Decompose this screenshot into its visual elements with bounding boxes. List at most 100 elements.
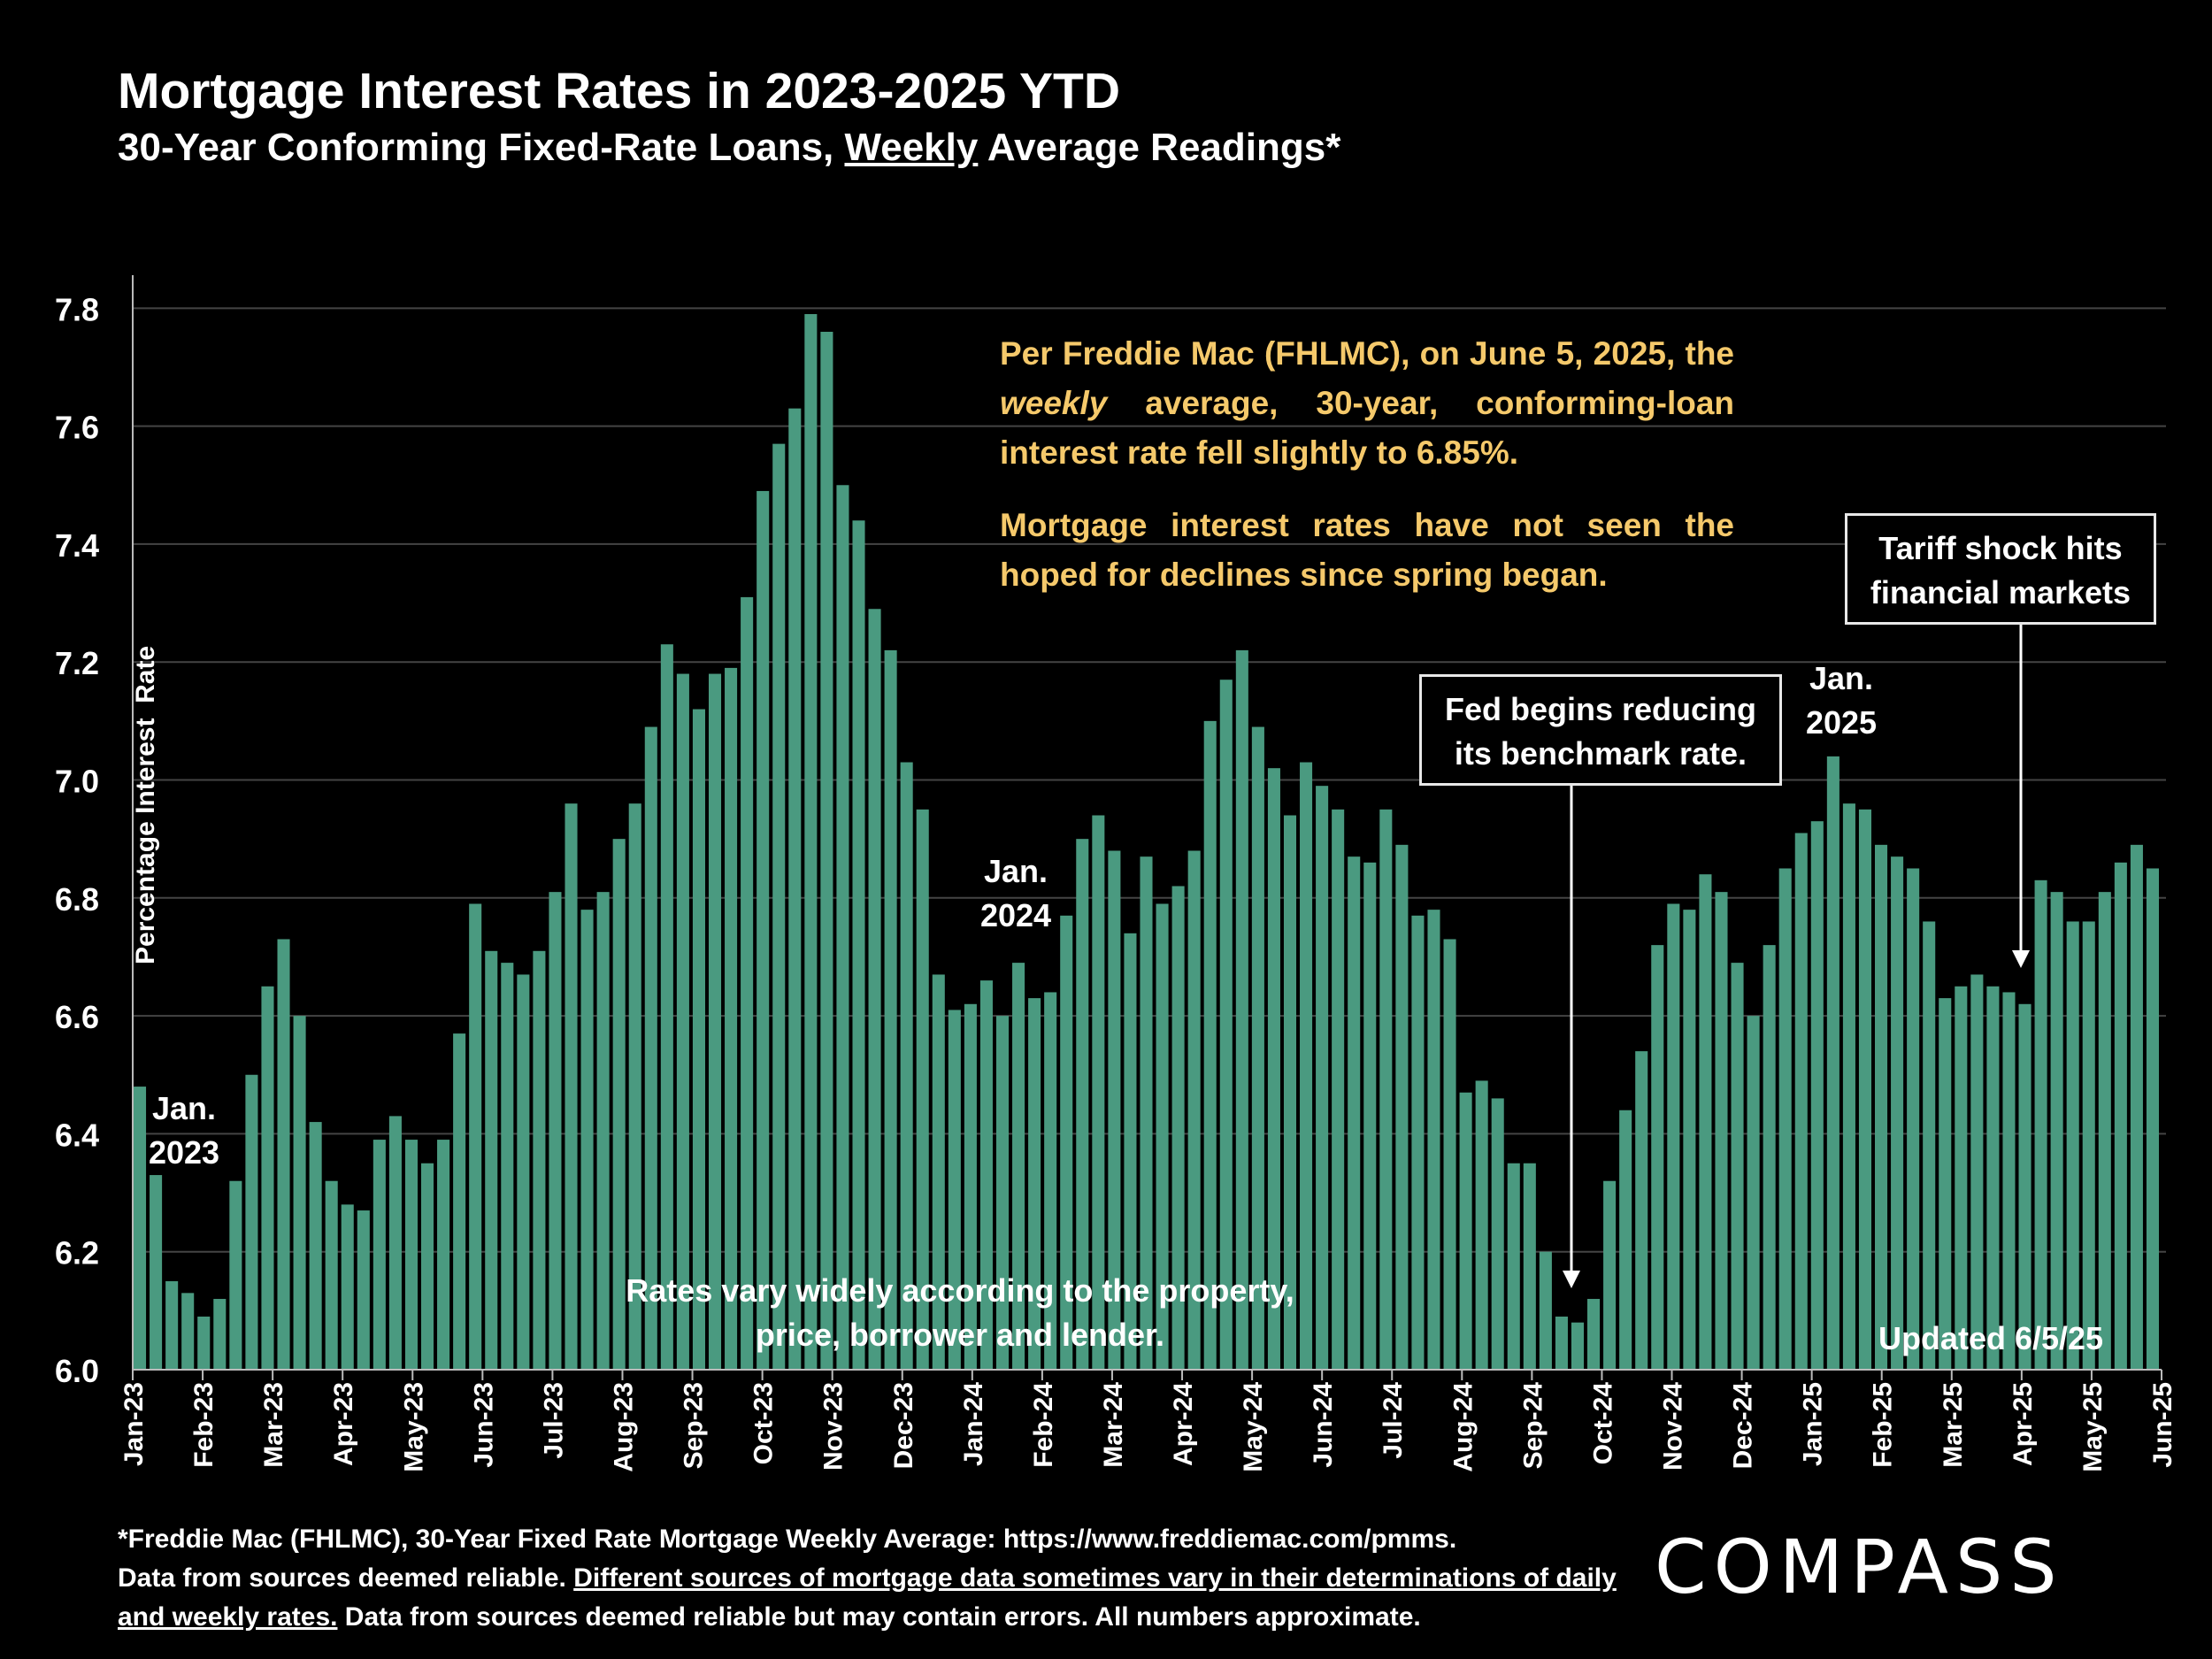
bar: [725, 667, 738, 1370]
bar: [134, 1087, 147, 1370]
footer-text-a: Data from sources deemed reliable.: [118, 1563, 574, 1593]
note-paragraph-1: Per Freddie Mac (FHLMC), on June 5, 2025…: [1000, 329, 1734, 478]
footer-text-b: Data from sources deemed reliable but ma…: [337, 1602, 1421, 1632]
bar: [852, 520, 865, 1370]
y-tick-label: 6.4: [55, 1117, 99, 1153]
bar: [1076, 839, 1089, 1370]
bar: [1507, 1163, 1520, 1370]
x-tick-label: Jun-23: [469, 1382, 498, 1468]
bar: [181, 1293, 195, 1370]
fed-arrow-head: [1563, 1271, 1580, 1288]
page-title: Mortgage Interest Rates in 2023-2025 YTD: [118, 63, 1121, 119]
bar: [788, 408, 802, 1371]
bar: [1539, 1251, 1552, 1370]
bar: [1986, 986, 2000, 1370]
bar: [1858, 809, 1872, 1370]
bar: [820, 331, 833, 1371]
y-tick-label: 7.2: [55, 645, 99, 681]
bar: [2002, 992, 2016, 1370]
bar: [1283, 815, 1297, 1370]
bar: [1411, 915, 1425, 1370]
freddie-mac-note: Per Freddie Mac (FHLMC), on June 5, 2025…: [1000, 329, 1734, 623]
x-tick-label: May-24: [1239, 1382, 1268, 1472]
bar: [804, 313, 818, 1370]
x-tick-labels: Jan-23 Feb-23 Mar-23 Apr-23 May-23 Jun-23 Jul-…: [119, 1370, 2177, 1472]
bar: [1459, 1092, 1472, 1370]
x-tick-label: Dec-23: [889, 1382, 918, 1469]
bar: [644, 726, 657, 1370]
x-tick-label: Mar-24: [1099, 1382, 1128, 1468]
bar: [757, 490, 770, 1370]
bar: [660, 644, 673, 1370]
bar: [1651, 945, 1664, 1370]
bar: [1379, 809, 1393, 1370]
bar: [388, 1116, 402, 1370]
bar: [1619, 1110, 1632, 1370]
bar: [628, 803, 641, 1370]
bar: [1794, 833, 1808, 1370]
year-label-2023: Jan. 2023: [148, 1090, 220, 1171]
bar: [1810, 821, 1824, 1370]
bar: [2034, 879, 2047, 1370]
x-tick-label: Oct-24: [1588, 1382, 1617, 1465]
bar: [229, 1180, 242, 1370]
page-subtitle: 30-Year Conforming Fixed-Rate Loans, Wee…: [118, 126, 1340, 170]
x-tick-label: Sep-23: [680, 1382, 709, 1469]
bar: [533, 950, 546, 1370]
footer-line-1: *Freddie Mac (FHLMC), 30-Year Fixed Rate…: [118, 1525, 1457, 1554]
year-label-2025: Jan. 2025: [1805, 660, 1878, 741]
x-tick-label: Apr-25: [2008, 1382, 2038, 1466]
subtitle-post: Average Readings*: [978, 126, 1341, 169]
bar: [1715, 892, 1728, 1370]
bar: [2130, 844, 2143, 1370]
bar: [1667, 903, 1680, 1370]
bar: [1156, 903, 1169, 1370]
bar: [1219, 680, 1233, 1370]
rate-bar-chart: 6.0 6.2 6.4 6.6 6.8 7.0 7.2 7.4 7.6 7.8 Jan-23 Feb…: [55, 275, 2177, 1472]
bar: [1060, 915, 1073, 1370]
note-paragraph-2: Mortgage interest rates have not seen th…: [1000, 507, 1734, 593]
y-tick-labels: 6.0 6.2 6.4 6.6 6.8 7.0 7.2 7.4 7.6 7.8: [55, 291, 99, 1389]
bar: [453, 1033, 466, 1370]
bar: [1332, 809, 1345, 1370]
bar: [1875, 844, 1888, 1370]
x-tick-label: Jul-23: [539, 1382, 568, 1459]
x-tick-label: Dec-24: [1729, 1382, 1758, 1470]
bar: [165, 1281, 179, 1370]
bar: [1012, 963, 1025, 1370]
bar: [1475, 1080, 1488, 1370]
bar: [979, 980, 993, 1370]
bar: [150, 1175, 163, 1370]
bar: [517, 974, 530, 1370]
bar: [596, 892, 610, 1370]
bar: [309, 1122, 322, 1370]
x-tick-label: Nov-24: [1659, 1382, 1688, 1471]
x-tick-label: Jun-24: [1309, 1382, 1338, 1468]
bar: [325, 1180, 338, 1370]
bar: [549, 892, 562, 1370]
bar: [213, 1299, 227, 1370]
callout-arrows: [1563, 625, 2030, 1288]
bar: [261, 986, 274, 1370]
bar: [1939, 998, 1952, 1370]
bar: [1826, 756, 1839, 1370]
bar: [692, 709, 705, 1370]
x-tick-label: Mar-25: [1939, 1382, 1968, 1468]
compass-logo: COMPASS: [1655, 1524, 2064, 1610]
bar: [1778, 868, 1792, 1370]
bar: [1891, 856, 1904, 1370]
bar: [1731, 963, 1744, 1370]
y-tick-label: 7.0: [55, 764, 99, 800]
bar: [1683, 910, 1696, 1370]
x-tick-label: Jan-25: [1799, 1382, 1828, 1466]
bar: [580, 910, 594, 1370]
bar: [485, 950, 498, 1370]
bar: [1187, 850, 1201, 1370]
bar: [2114, 862, 2127, 1370]
x-tick-label: Nov-23: [819, 1382, 849, 1471]
bar: [1348, 856, 1361, 1370]
bar: [2050, 892, 2063, 1370]
bar: [1763, 945, 1776, 1370]
bar: [676, 673, 689, 1370]
bar: [900, 762, 913, 1370]
